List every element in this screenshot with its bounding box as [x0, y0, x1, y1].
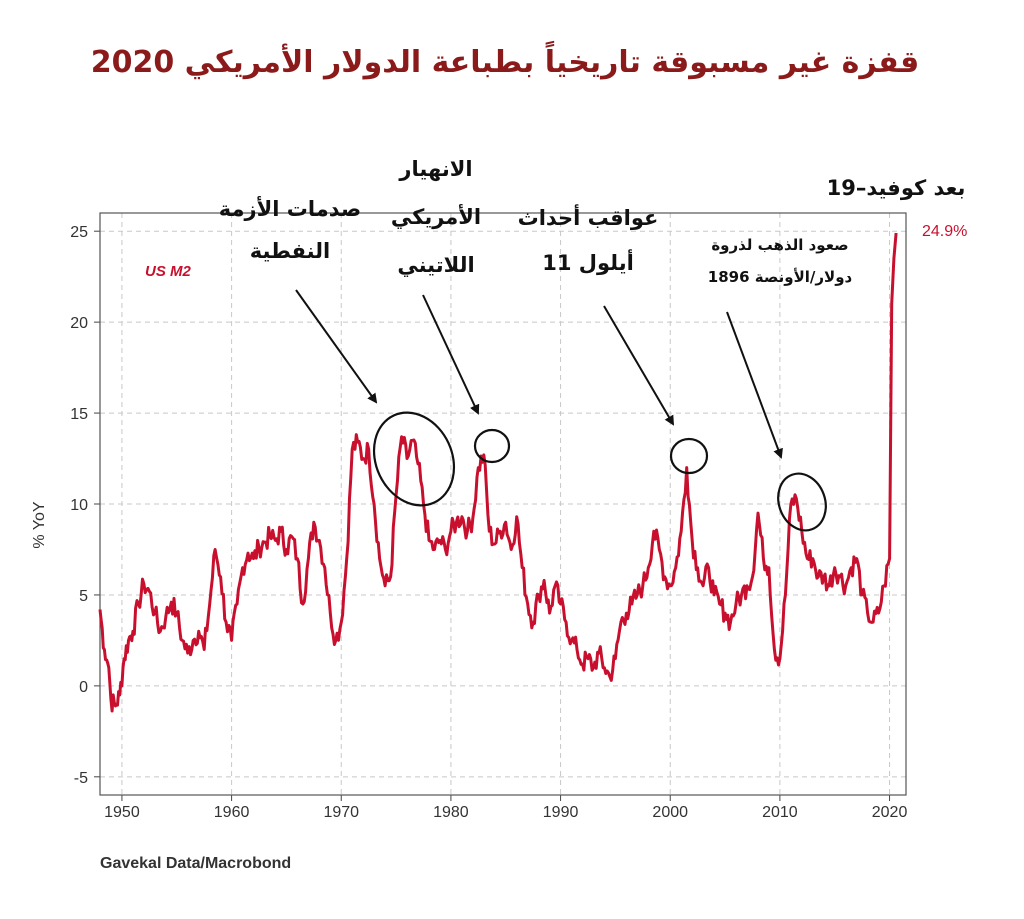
- annotations: صدمات الأزمة النفطية الانهيار الأمريكي ا…: [219, 157, 966, 532]
- y-tick-label: 0: [79, 679, 88, 696]
- annotation-gold-peak: صعود الذهب لذروة 1896 دولار/الأونصة: [708, 236, 853, 532]
- plot-frame: [99, 212, 907, 796]
- y-tick-label: 5: [79, 588, 88, 605]
- gridlines: [100, 213, 906, 795]
- annotation-oil-shocks: صدمات الأزمة النفطية: [219, 195, 456, 507]
- annotation-oil-shocks-line-2: النفطية: [250, 239, 331, 263]
- annotation-gold-peak-circle: [777, 472, 827, 532]
- y-tick-label: 25: [70, 224, 88, 241]
- tick-labels: -5 0 5 10 15 20 25 1950 1960 1970 1980 1990 2000 2010…: [70, 224, 907, 821]
- y-tick-label: 10: [70, 497, 88, 514]
- x-tick-label: 1970: [323, 804, 359, 821]
- annotation-gold-peak-line-2: 1896 دولار/الأونصة: [708, 268, 853, 286]
- y-tick-label: 15: [70, 406, 88, 423]
- x-tick-label: 2020: [872, 804, 908, 821]
- chart-title: قفزة غير مسبوقة تاريخياً بطباعة الدولار …: [91, 40, 920, 80]
- x-tick-label: 1960: [214, 804, 250, 821]
- annotation-gold-peak-arrow: [726, 311, 783, 459]
- x-tick-label: 2000: [652, 804, 688, 821]
- series-line-us-m2: [98, 232, 898, 713]
- x-tick-label: 2010: [762, 804, 798, 821]
- y-tick-label: 20: [70, 315, 88, 332]
- x-tick-label: 1950: [104, 804, 140, 821]
- annotation-latam-crash-arrow: [422, 294, 480, 415]
- end-value-label: 24.9%: [922, 223, 967, 240]
- annotation-latam-crash-line-2: الأمريكي: [391, 203, 481, 229]
- y-axis-title: % YoY: [31, 501, 48, 548]
- annotation-911-line-1: عواقب أحداث: [518, 203, 659, 230]
- annotation-latam-crash: الانهيار الأمريكي اللاتيني: [391, 157, 511, 464]
- annotation-covid-line-1: بعد كوفيد–19: [827, 176, 966, 200]
- series-label: US M2: [145, 263, 192, 280]
- annotation-latam-crash-circle: [473, 428, 511, 464]
- annotation-gold-peak-line-1: صعود الذهب لذروة: [711, 236, 848, 254]
- x-tick-label: 1990: [543, 804, 579, 821]
- axes: [94, 212, 907, 801]
- annotation-oil-shocks-circle: [372, 411, 456, 507]
- annotation-latam-crash-line-3: اللاتيني: [397, 253, 474, 277]
- y-tick-label: -5: [74, 770, 88, 787]
- x-tick-label: 1980: [433, 804, 469, 821]
- annotation-911-line-2: 11 أيلول: [542, 248, 634, 275]
- annotation-latam-crash-line-1: الانهيار: [398, 157, 472, 181]
- annotation-oil-shocks-arrow: [295, 289, 378, 404]
- annotation-covid: بعد كوفيد–19: [827, 176, 966, 200]
- source-label: Gavekal Data/Macrobond: [100, 855, 291, 872]
- annotation-oil-shocks-line-1: صدمات الأزمة: [219, 195, 361, 221]
- annotation-911: عواقب أحداث 11 أيلول: [518, 203, 709, 475]
- annotation-911-arrow: [603, 305, 675, 426]
- annotation-911-circle: [669, 437, 709, 475]
